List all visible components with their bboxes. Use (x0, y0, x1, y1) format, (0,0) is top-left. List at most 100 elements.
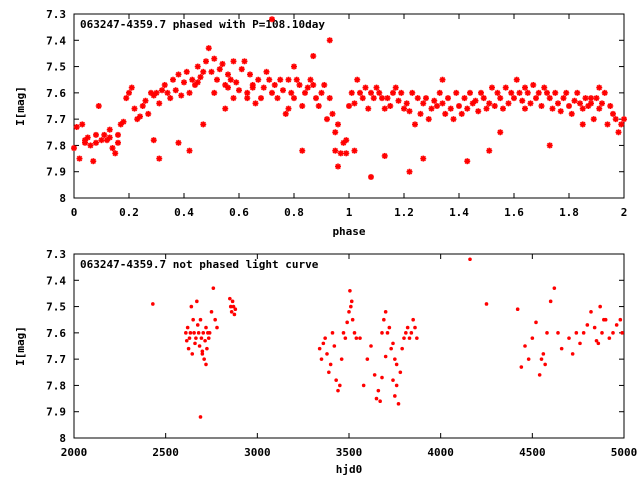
phased-data-point (145, 110, 152, 117)
phased-data-point (535, 89, 542, 96)
phased-data-point (406, 108, 413, 115)
phased-data-point (370, 95, 377, 102)
unphased-x-tick-label: 3000 (244, 446, 271, 459)
unphased-data-point (559, 346, 564, 351)
unphased-data-point (380, 331, 384, 335)
phased-data-point (302, 89, 308, 96)
phased-data-point (574, 89, 581, 96)
phased-data-point (475, 108, 482, 115)
phased-data-point (442, 110, 449, 117)
phased-data-point (214, 76, 220, 83)
unphased-plot-points (151, 257, 624, 419)
phased-data-point (546, 95, 553, 102)
phased-data-point (513, 76, 520, 83)
phased-data-point (181, 79, 187, 86)
phased-data-point (247, 71, 253, 78)
phased-data-point (566, 103, 572, 109)
unphased-x-tick-label: 2000 (61, 446, 88, 459)
unphased-data-point (607, 336, 612, 340)
phased-data-point (255, 76, 262, 83)
phased-data-point (398, 89, 405, 96)
phased-data-point (82, 137, 88, 144)
unphased-data-point (402, 336, 406, 340)
unphased-data-point (567, 336, 571, 340)
unphased-data-point (374, 396, 379, 401)
phased-data-point (530, 81, 537, 88)
unphased-data-point (484, 302, 489, 306)
phased-data-point (596, 84, 603, 91)
phased-data-point (351, 147, 358, 154)
unphased-data-point (350, 317, 355, 322)
phased-data-point (123, 95, 130, 102)
phased-data-point (175, 139, 182, 146)
phased-data-point (153, 89, 160, 96)
phased-data-point (522, 105, 528, 112)
phased-data-point (621, 116, 627, 123)
phased-data-point (71, 145, 77, 152)
unphased-data-point (211, 286, 216, 290)
unphased-data-point (330, 331, 335, 335)
unphased-data-point (372, 373, 377, 377)
unphased-data-point (602, 317, 606, 322)
phased-data-point (508, 89, 515, 96)
unphased-data-point (203, 338, 207, 343)
phased-data-point (101, 131, 108, 138)
phased-data-point (205, 45, 212, 52)
unphased-data-point (515, 307, 520, 312)
phased-x-tick-label: 1.6 (504, 206, 524, 219)
unphased-data-point (184, 331, 188, 335)
unphased-data-point (361, 383, 366, 388)
unphased-x-tick-label: 3500 (336, 446, 363, 459)
phased-data-point (293, 76, 300, 83)
unphased-data-point (332, 344, 337, 348)
phased-data-point (527, 100, 534, 107)
unphased-data-point (197, 344, 202, 348)
unphased-data-point (204, 362, 208, 367)
unphased-data-point (382, 317, 386, 322)
unphased-data-point (383, 354, 388, 359)
phased-y-tick-label: 7.9 (46, 166, 66, 179)
phased-data-point (238, 66, 245, 73)
phased-data-point (434, 103, 440, 109)
phased-data-point (126, 89, 132, 96)
unphased-data-point (541, 352, 546, 356)
unphased-data-point (325, 352, 329, 356)
phased-data-point (194, 63, 201, 70)
phased-data-point (230, 95, 237, 102)
phased-data-point (170, 76, 176, 83)
unphased-plot-ylabel: I[mag] (14, 326, 27, 366)
phased-x-tick-label: 0.4 (174, 206, 194, 219)
phased-data-point (200, 121, 207, 128)
unphased-data-point (202, 357, 206, 361)
phased-data-point (307, 76, 314, 83)
phased-data-point (456, 103, 462, 109)
unphased-data-point (338, 383, 342, 388)
phased-x-tick-label: 0.8 (284, 206, 304, 219)
phased-data-point (211, 89, 218, 96)
unphased-data-point (328, 362, 333, 367)
unphased-data-point (343, 336, 348, 340)
unphased-data-point (349, 299, 354, 304)
phased-data-point (183, 68, 190, 75)
unphased-data-point (321, 341, 326, 346)
phased-data-point (425, 116, 432, 123)
unphased-data-point (574, 331, 579, 335)
phased-data-point (409, 89, 416, 96)
phased-data-point (142, 97, 149, 104)
phased-data-point (533, 95, 539, 102)
phased-data-point (524, 89, 531, 96)
phased-data-point (612, 116, 619, 123)
unphased-data-point (400, 346, 404, 351)
phased-data-point (343, 150, 350, 157)
phased-data-point (175, 71, 182, 78)
phased-data-point (423, 95, 429, 102)
phased-plot-ylabel: I[mag] (14, 86, 27, 126)
phased-data-point (472, 97, 479, 104)
unphased-y-tick-label: 7.6 (46, 327, 66, 340)
unphased-data-point (194, 336, 198, 340)
phased-data-point (582, 95, 589, 102)
phased-data-point (194, 79, 201, 86)
phased-y-tick-label: 8 (59, 192, 66, 205)
phased-data-point (381, 105, 388, 112)
unphased-data-point (201, 331, 206, 335)
